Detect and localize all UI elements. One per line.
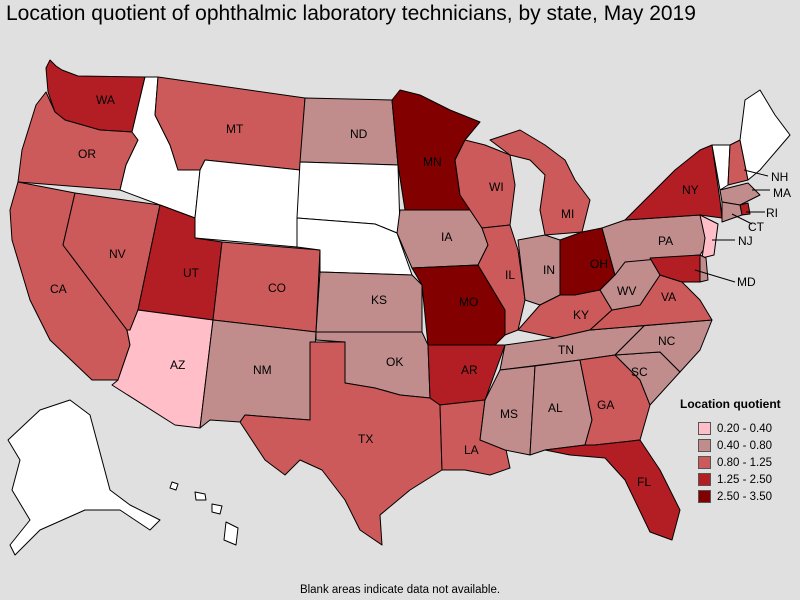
state-ME[interactable] [739,89,791,181]
label-OK: OK [386,355,403,369]
state-MA[interactable] [719,182,761,206]
label-CO: CO [268,281,286,295]
map-title: Location quotient of ophthalmic laborato… [6,2,696,25]
label-OH: OH [590,257,608,271]
label-CT: CT [748,220,765,234]
label-FL: FL [637,475,651,489]
label-MI: MI [561,207,574,221]
legend-swatch [698,422,711,435]
state-CT[interactable] [721,201,743,223]
state-CO[interactable] [212,241,321,333]
legend-label: 0.80 - 1.25 [717,456,772,469]
label-VA: VA [661,290,676,304]
legend-swatch [698,456,711,469]
label-MS: MS [500,407,518,421]
legend-item: 0.40 - 0.80 [680,437,798,454]
label-LA: LA [464,443,479,457]
label-CA: CA [50,282,67,296]
footnote: Blank areas indicate data not available. [299,584,501,596]
legend: Location quotient 0.20 - 0.40 0.40 - 0.8… [680,397,798,505]
label-GA: GA [597,398,614,412]
label-ND: ND [350,127,368,141]
label-KY: KY [573,308,589,322]
state-NC[interactable] [589,319,713,373]
state-NY[interactable] [624,144,723,221]
state-WI[interactable] [454,139,516,229]
label-WI: WI [489,180,504,194]
label-IA: IA [441,230,452,244]
label-OR: OR [78,147,96,161]
state-KS[interactable] [315,271,423,333]
state-IL[interactable] [477,224,526,336]
label-MT: MT [226,122,244,136]
label-MN: MN [423,155,442,169]
label-NV: NV [109,247,126,261]
label-NH: NH [771,170,788,184]
state-AK[interactable] [7,399,161,556]
label-IN: IN [543,263,555,277]
legend-label: 2.50 - 3.50 [717,490,772,503]
legend-label: 0.40 - 0.80 [717,439,772,452]
label-SC: SC [631,365,648,379]
legend-swatch [698,473,711,486]
legend-swatch [698,490,711,503]
legend-swatch [698,439,711,452]
label-MA: MA [773,186,791,200]
state-ND[interactable] [299,97,399,166]
legend-item: 1.25 - 2.50 [680,471,798,488]
state-FL[interactable] [544,439,681,541]
label-NY: NY [682,183,699,197]
label-NJ: NJ [738,234,753,248]
state-WY[interactable] [194,159,301,248]
state-MD[interactable] [649,254,701,283]
label-IL: IL [505,268,515,282]
state-NJ[interactable] [699,214,719,259]
label-TN: TN [558,343,574,357]
label-AR: AR [461,363,478,377]
label-MO: MO [459,295,478,309]
state-HI[interactable] [169,481,239,546]
legend-item: 0.20 - 0.40 [680,420,798,437]
legend-label: 1.25 - 2.50 [717,473,772,486]
state-TX[interactable] [239,341,443,546]
label-RI: RI [766,206,778,220]
legend-label: 0.20 - 0.40 [717,422,772,435]
label-PA: PA [658,234,673,248]
label-TX: TX [358,432,373,446]
legend-title: Location quotient [680,397,781,411]
legend-item: 2.50 - 3.50 [680,488,798,505]
label-UT: UT [183,266,200,280]
state-DE[interactable] [699,254,709,283]
label-AZ: AZ [170,358,185,372]
label-KS: KS [371,293,387,307]
legend-item: 0.80 - 1.25 [680,454,798,471]
state-callout-lines [694,169,770,283]
label-WA: WA [96,93,115,107]
label-NC: NC [658,334,676,348]
label-AL: AL [548,401,563,415]
label-WV: WV [617,284,636,298]
label-MD: MD [737,275,756,289]
label-NM: NM [253,363,272,377]
